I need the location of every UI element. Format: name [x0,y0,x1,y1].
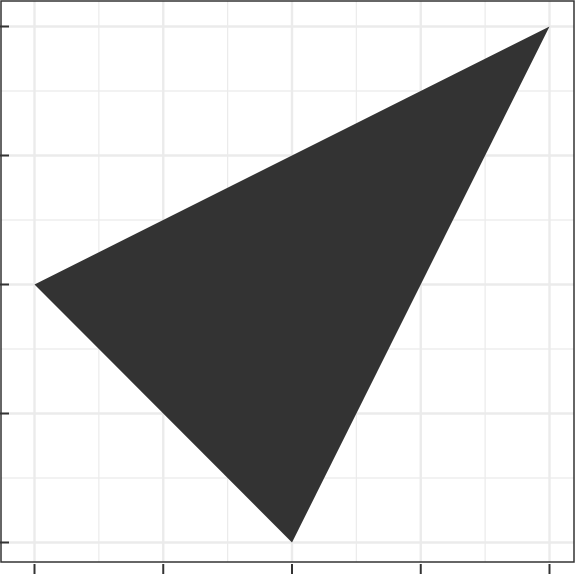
chart-root [0,0,576,576]
chart-svg [0,0,576,576]
